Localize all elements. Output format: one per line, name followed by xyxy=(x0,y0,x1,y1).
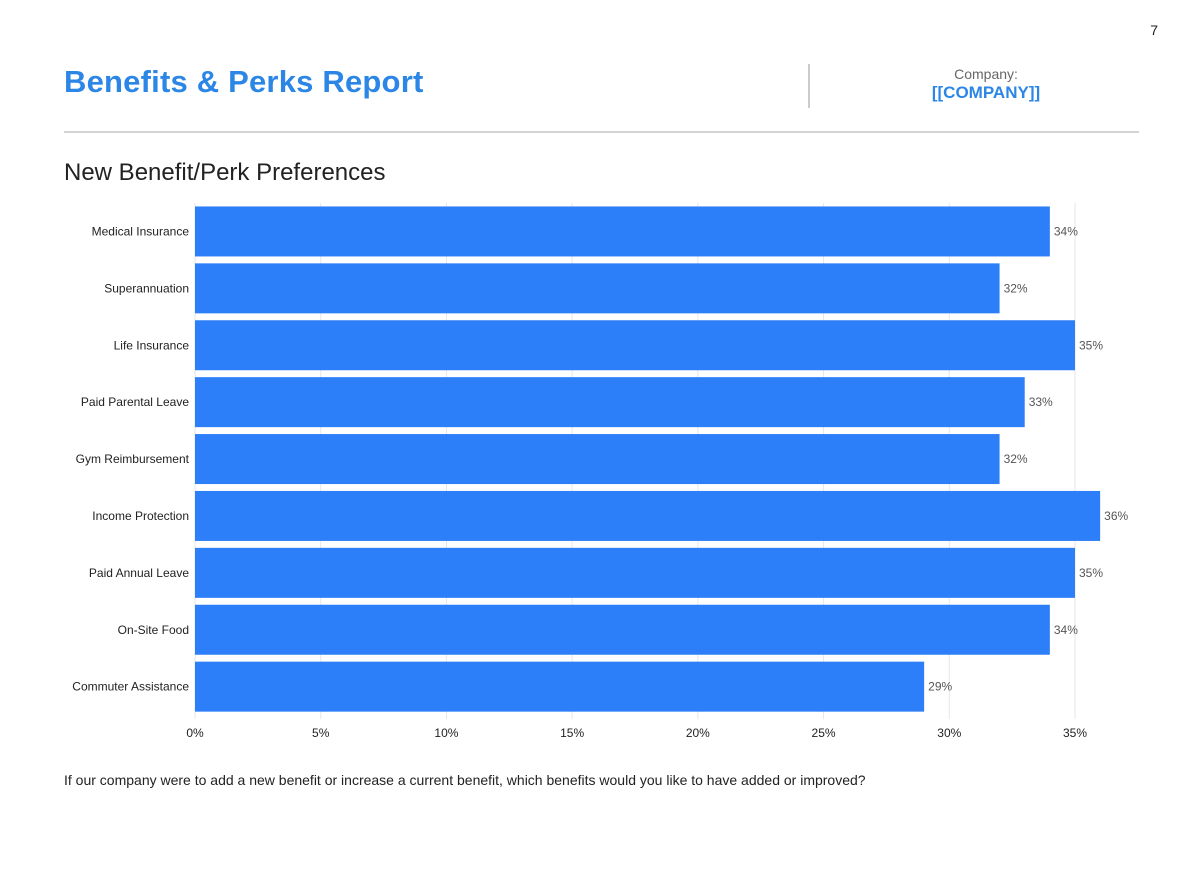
category-label: Commuter Assistance xyxy=(72,680,189,694)
category-label: Gym Reimbursement xyxy=(76,452,190,466)
page-number: 7 xyxy=(1150,22,1158,38)
x-tick-label: 35% xyxy=(1063,726,1087,740)
data-label: 35% xyxy=(1079,338,1103,352)
company-label: Company: xyxy=(954,66,1018,82)
bar xyxy=(195,547,1075,598)
data-label: 35% xyxy=(1079,566,1103,580)
bar xyxy=(195,206,1050,257)
category-label: Life Insurance xyxy=(114,338,190,352)
x-tick-label: 20% xyxy=(686,726,710,740)
category-label: Superannuation xyxy=(104,281,189,295)
x-tick-label: 30% xyxy=(937,726,961,740)
data-label: 33% xyxy=(1029,395,1053,409)
category-label: Income Protection xyxy=(92,509,189,523)
data-label: 34% xyxy=(1054,224,1078,238)
bar xyxy=(195,434,1000,485)
category-label: Paid Parental Leave xyxy=(81,395,189,409)
data-label: 32% xyxy=(1004,452,1028,466)
category-label: On-Site Food xyxy=(118,623,189,637)
bar xyxy=(195,604,1050,655)
survey-question: If our company were to add a new benefit… xyxy=(64,772,866,788)
category-label: Paid Annual Leave xyxy=(89,566,189,580)
report-title: Benefits & Perks Report xyxy=(64,64,424,99)
x-tick-label: 5% xyxy=(312,726,330,740)
x-tick-label: 15% xyxy=(560,726,584,740)
x-tick-label: 10% xyxy=(434,726,458,740)
bar-chart: 0% 5% 10% 15% 20% 25% 30% 35% Medical Insurance 3… xyxy=(72,203,1128,740)
data-label: 34% xyxy=(1054,623,1078,637)
header-rule xyxy=(64,131,1139,133)
company-block: Company: [[COMPANY]] xyxy=(900,66,1072,104)
header-divider xyxy=(808,64,810,108)
bar xyxy=(195,377,1025,428)
section-title: New Benefit/Perk Preferences xyxy=(64,159,386,186)
data-label: 36% xyxy=(1104,509,1128,523)
data-label: 32% xyxy=(1004,281,1028,295)
data-label: 29% xyxy=(928,680,952,694)
bar xyxy=(195,263,1000,314)
company-value: [[COMPANY]] xyxy=(931,83,1041,102)
x-tick-label: 0% xyxy=(186,726,204,740)
bar xyxy=(195,661,925,712)
category-label: Medical Insurance xyxy=(92,224,190,238)
bar xyxy=(195,320,1075,371)
x-tick-label: 25% xyxy=(812,726,836,740)
bar xyxy=(195,490,1101,541)
